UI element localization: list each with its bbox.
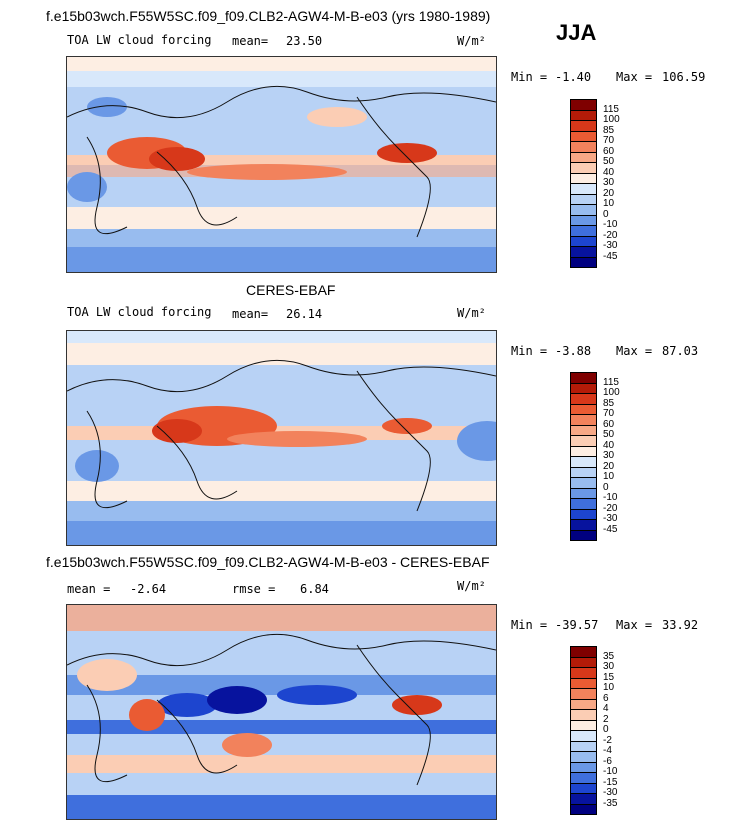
panel1-colorbar-label: 10 <box>603 198 615 209</box>
panel2-map <box>66 330 497 546</box>
panel1-colorbar-label: 50 <box>603 156 615 167</box>
panel2-mean-value: 26.14 <box>286 307 323 321</box>
panel1-colorbar-label: 20 <box>603 187 615 199</box>
panel2-min-label: Min = <box>511 344 548 358</box>
page-title: f.e15b03wch.F55W5SC.f09_f09.CLB2-AGW4-M-… <box>46 8 491 24</box>
panel2-min-value: -3.88 <box>555 344 592 358</box>
panel2-colorbar-label: -10 <box>603 492 618 503</box>
panel3-colorbar-label: 35 <box>603 650 615 662</box>
panel1-max-value: 106.59 <box>662 70 706 84</box>
panel3-colorbar-label: 10 <box>603 682 615 693</box>
panel3-colorbar-label: 0 <box>603 724 609 735</box>
panel2-colorbar-label: 20 <box>603 460 615 472</box>
panel3-colorbar-label: -2 <box>603 734 612 746</box>
panel3-colorbar-label: -6 <box>603 755 612 767</box>
panel1-min-label: Min = <box>511 70 548 84</box>
panel1-colorbar-label: -10 <box>603 219 618 230</box>
panel3-colorbar-label: -35 <box>603 797 618 809</box>
panel2-colorbar-label: -30 <box>603 513 618 524</box>
panel2-colorbar-box <box>570 529 597 541</box>
panel3-colorbar-label: -15 <box>603 776 618 788</box>
panel3-rmse-value: 6.84 <box>300 582 329 596</box>
panel2-max-value: 87.03 <box>662 344 699 358</box>
panel2-mean-label: mean= <box>232 307 269 321</box>
panel1-colorbar-label: -30 <box>603 240 618 251</box>
panel1-min-value: -1.40 <box>555 70 592 84</box>
panel2-colorbar-label: 50 <box>603 429 615 440</box>
panel2-max-label: Max = <box>616 344 653 358</box>
panel3-min-value: -39.57 <box>555 618 599 632</box>
panel2-source-title: CERES-EBAF <box>246 282 336 298</box>
panel2-colorbar-label: 30 <box>603 450 615 461</box>
panel2-colorbar-label: -20 <box>603 502 618 514</box>
panel1-colorbar-label: 115 <box>603 103 619 115</box>
panel3-colorbar-label: -30 <box>603 787 618 798</box>
panel2-variable: TOA LW cloud forcing <box>67 305 212 319</box>
panel1-colorbar-label: 0 <box>603 208 609 220</box>
season-label: JJA <box>556 20 597 45</box>
panel2-colorbar-label: -45 <box>603 523 618 535</box>
panel2-map-field <box>67 331 496 545</box>
panel1-colorbar-label: 60 <box>603 145 615 157</box>
panel3-colorbar-label: 6 <box>603 692 609 704</box>
panel1-mean-value: 23.50 <box>286 34 323 48</box>
panel1-colorbar-label: -20 <box>603 229 618 241</box>
panel1-colorbar-label: 30 <box>603 177 615 188</box>
panel3-colorbar-label: 4 <box>603 703 609 714</box>
panel3-rmse-label: rmse = <box>232 582 276 596</box>
panel1-mean-label: mean= <box>232 34 269 48</box>
panel3-colorbar-label: 15 <box>603 671 615 683</box>
panel1-units: W/m² <box>457 34 486 48</box>
panel3-mean-value: -2.64 <box>130 582 167 596</box>
panel1-map-field <box>67 57 496 272</box>
panel3-map-field <box>67 605 496 819</box>
panel1-map <box>66 56 497 273</box>
diff-title: f.e15b03wch.F55W5SC.f09_f09.CLB2-AGW4-M-… <box>46 554 490 570</box>
panel3-map <box>66 604 497 820</box>
panel1-colorbar: 115 100 85 70 60 50 40 30 20 10 0 -10 -20 -30 -45 <box>570 99 640 270</box>
panel3-max-label: Max = <box>616 618 653 632</box>
panel2-colorbar-label: 10 <box>603 471 615 482</box>
panel3-min-label: Min = <box>511 618 548 632</box>
panel1-colorbar-label: -45 <box>603 250 618 262</box>
panel2-colorbar-label: 0 <box>603 481 609 493</box>
panel1-colorbar-box <box>570 256 597 268</box>
panel3-colorbar: 35 30 15 10 6 4 2 0 -2 -4 -6 -10 -15 -30 -35 <box>570 646 640 817</box>
panel3-units: W/m² <box>457 579 486 593</box>
panel2-colorbar-label: 115 <box>603 376 619 388</box>
panel1-colorbar-label: 40 <box>603 166 615 178</box>
panel3-colorbar-box <box>570 803 597 815</box>
panel3-mean-label: mean = <box>67 582 111 596</box>
panel2-colorbar: 115 100 85 70 60 50 40 30 20 10 0 -10 -20 -30 -45 <box>570 372 640 543</box>
panel1-colorbar-label: 70 <box>603 135 615 146</box>
panel1-colorbar-label: 100 <box>603 114 620 125</box>
panel2-colorbar-label: 70 <box>603 408 615 419</box>
panel3-max-value: 33.92 <box>662 618 699 632</box>
panel3-colorbar-label: 30 <box>603 661 615 672</box>
panel3-colorbar-label: -10 <box>603 766 618 777</box>
panel2-colorbar-label: 85 <box>603 397 615 409</box>
panel3-colorbar-label: -4 <box>603 745 612 756</box>
panel3-colorbar-label: 2 <box>603 713 609 725</box>
panel1-variable: TOA LW cloud forcing <box>67 33 212 47</box>
panel2-colorbar-label: 40 <box>603 439 615 451</box>
panel2-colorbar-label: 100 <box>603 387 620 398</box>
panel2-units: W/m² <box>457 306 486 320</box>
panel1-colorbar-label: 85 <box>603 124 615 136</box>
panel1-max-label: Max = <box>616 70 653 84</box>
panel2-colorbar-label: 60 <box>603 418 615 430</box>
